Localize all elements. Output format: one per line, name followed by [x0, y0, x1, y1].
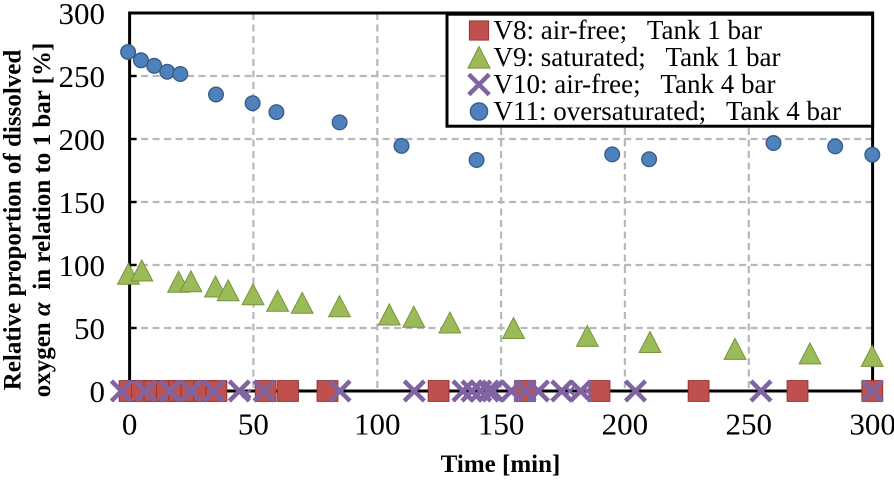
svg-text:200: 200 [602, 407, 649, 442]
svg-text:150: 150 [478, 407, 525, 442]
svg-text:50: 50 [238, 407, 269, 442]
svg-text:V11: oversaturated; Tank 4 b: V11: oversaturated; Tank 4 bar [494, 96, 842, 126]
svg-text:oxygen α in relation to 1 bar: oxygen α in relation to 1 bar [%] [29, 43, 56, 398]
svg-text:0: 0 [122, 407, 138, 442]
svg-text:100: 100 [59, 248, 106, 283]
svg-text:200: 200 [59, 122, 106, 157]
svg-text:Relative proportion of dissolv: Relative proportion of dissolved [0, 50, 27, 391]
svg-text:250: 250 [59, 59, 106, 94]
svg-text:0: 0 [90, 374, 106, 409]
svg-text:Time [min]: Time [min] [441, 451, 561, 478]
svg-text:V9: saturated; Tank 1 bar: V9: saturated; Tank 1 bar [494, 42, 781, 72]
svg-text:50: 50 [74, 311, 105, 346]
svg-text:150: 150 [59, 185, 106, 220]
svg-text:250: 250 [726, 407, 773, 442]
svg-text:V8: air-free; Tank 1 bar: V8: air-free; Tank 1 bar [494, 15, 762, 45]
svg-text:V10: air-free; Tank 4 bar: V10: air-free; Tank 4 bar [494, 69, 776, 99]
svg-text:300: 300 [59, 0, 106, 31]
svg-text:100: 100 [354, 407, 401, 442]
svg-text:300: 300 [849, 407, 894, 442]
